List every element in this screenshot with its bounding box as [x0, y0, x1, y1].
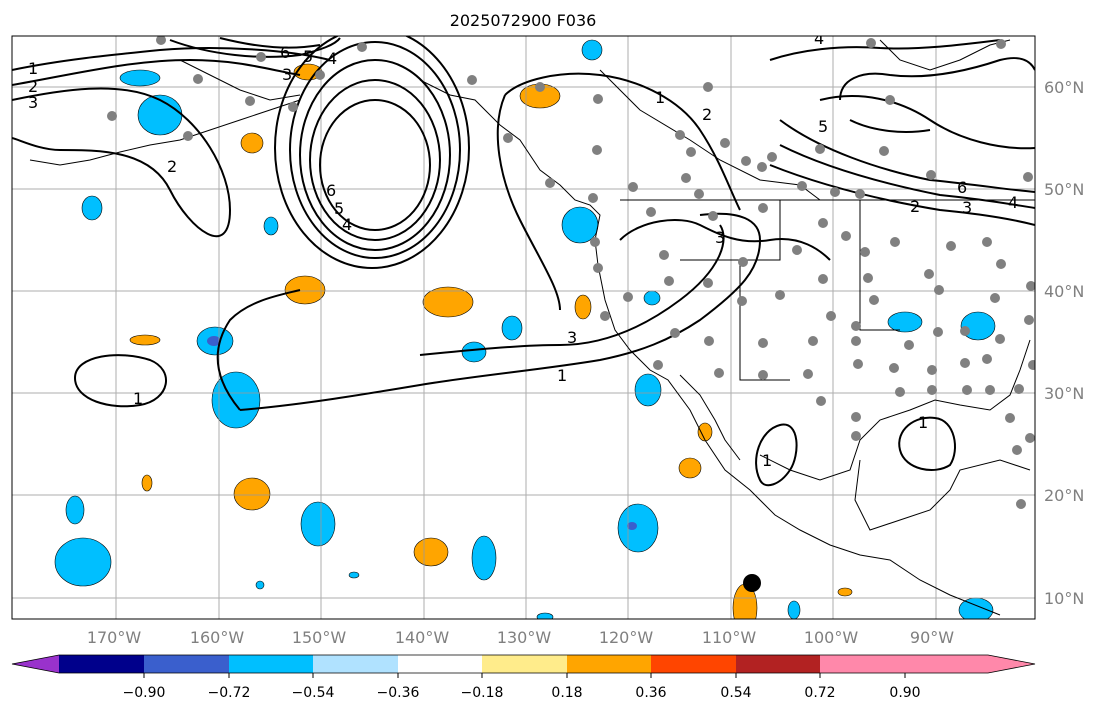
- contour-label: 1: [133, 389, 143, 408]
- colorbar-tick-label: 0.18: [551, 685, 582, 701]
- contour-label: 2: [28, 77, 38, 96]
- colorbar-tick-label: −0.36: [377, 685, 420, 701]
- longitude-tick-label: 110°W: [702, 628, 757, 647]
- longitude-tick-label: 90°W: [910, 628, 954, 647]
- colorbar-segment: [398, 655, 482, 673]
- contour-label: 4: [814, 29, 824, 48]
- contour-lines: [12, 36, 1035, 487]
- colorbar-segment: [905, 655, 1035, 673]
- colorbar-segment: [567, 655, 651, 673]
- colorbar-tick-label: −0.72: [208, 685, 251, 701]
- contour-label: 6: [957, 178, 967, 197]
- latitude-tick-label: 60°N: [1044, 78, 1084, 97]
- contour-label: 6: [326, 181, 336, 200]
- longitude-tick-label: 100°W: [804, 628, 859, 647]
- contour-label: 2: [702, 105, 712, 124]
- colorbar-tick-label: −0.90: [123, 685, 166, 701]
- contour-label: 1: [557, 366, 567, 385]
- colorbar: −0.90 −0.72 −0.54 −0.36 −0.18 0.18 0.36 …: [11, 654, 1036, 701]
- colorbar-segment: [313, 655, 398, 673]
- colorbar-segment: [736, 655, 820, 673]
- latitude-tick-label: 40°N: [1044, 282, 1084, 301]
- contour-label: 2: [910, 197, 920, 216]
- contour-label: 3: [28, 93, 38, 112]
- map-title: 2025072900 F036: [450, 11, 597, 30]
- station-markers: [107, 36, 1035, 509]
- longitude-tick-label: 160°W: [190, 628, 245, 647]
- latitude-axis: 60°N 50°N 40°N 30°N 20°N 10°N: [1044, 78, 1084, 608]
- latitude-tick-label: 30°N: [1044, 384, 1084, 403]
- contour-label: 1: [655, 88, 665, 107]
- contour-label: 1: [918, 413, 928, 432]
- coastlines: [29, 39, 1035, 616]
- colorbar-tick-label: −0.18: [461, 685, 504, 701]
- colorbar-segment: [144, 655, 229, 673]
- contour-label: 4: [342, 215, 352, 234]
- longitude-tick-label: 140°W: [395, 628, 450, 647]
- colorbar-segment: [12, 655, 59, 673]
- latitude-tick-label: 10°N: [1044, 589, 1084, 608]
- contour-label: 1: [28, 59, 38, 78]
- graticule: [12, 36, 1035, 619]
- contour-label: 6: [280, 43, 290, 62]
- colorbar-segment: [482, 655, 567, 673]
- storm-center-marker: [743, 574, 761, 592]
- contour-label: 5: [334, 199, 344, 218]
- contour-label: 3: [282, 65, 292, 84]
- colorbar-segment: [820, 655, 905, 673]
- map-frame: [11, 35, 1036, 620]
- contour-label: 1: [762, 451, 772, 470]
- colorbar-segment: [59, 655, 144, 673]
- colorbar-segment: [651, 655, 736, 673]
- colorbar-tick-label: 0.72: [804, 685, 835, 701]
- map-panel: 1 2 3 2 6 5 4 3 6 5 4 1 3 1 1 2 3 1 1 5 …: [12, 29, 1035, 619]
- colorbar-tick-label: −0.54: [292, 685, 335, 701]
- contour-label: 4: [1008, 193, 1018, 212]
- shaded-field: [54, 39, 996, 619]
- colorbar-tick-label: 0.90: [889, 685, 920, 701]
- contour-label: 3: [715, 228, 725, 247]
- contour-label: 4: [327, 49, 337, 68]
- contour-label: 2: [167, 157, 177, 176]
- colorbar-segment: [229, 655, 313, 673]
- longitude-axis: 170°W 160°W 150°W 140°W 130°W 120°W 110°…: [87, 628, 954, 647]
- colorbar-tick-label: 0.54: [720, 685, 751, 701]
- latitude-tick-label: 20°N: [1044, 486, 1084, 505]
- longitude-tick-label: 120°W: [599, 628, 654, 647]
- contour-label: 5: [818, 117, 828, 136]
- contour-labels: 1 2 3 2 6 5 4 3 6 5 4 1 3 1 1 2 3 1 1 5 …: [28, 29, 1018, 470]
- longitude-tick-label: 170°W: [87, 628, 142, 647]
- contour-label: 5: [303, 47, 313, 66]
- contour-label: 3: [962, 198, 972, 217]
- longitude-tick-label: 130°W: [497, 628, 552, 647]
- colorbar-tick-label: 0.36: [635, 685, 666, 701]
- latitude-tick-label: 50°N: [1044, 180, 1084, 199]
- contour-label: 3: [567, 328, 577, 347]
- longitude-tick-label: 150°W: [292, 628, 347, 647]
